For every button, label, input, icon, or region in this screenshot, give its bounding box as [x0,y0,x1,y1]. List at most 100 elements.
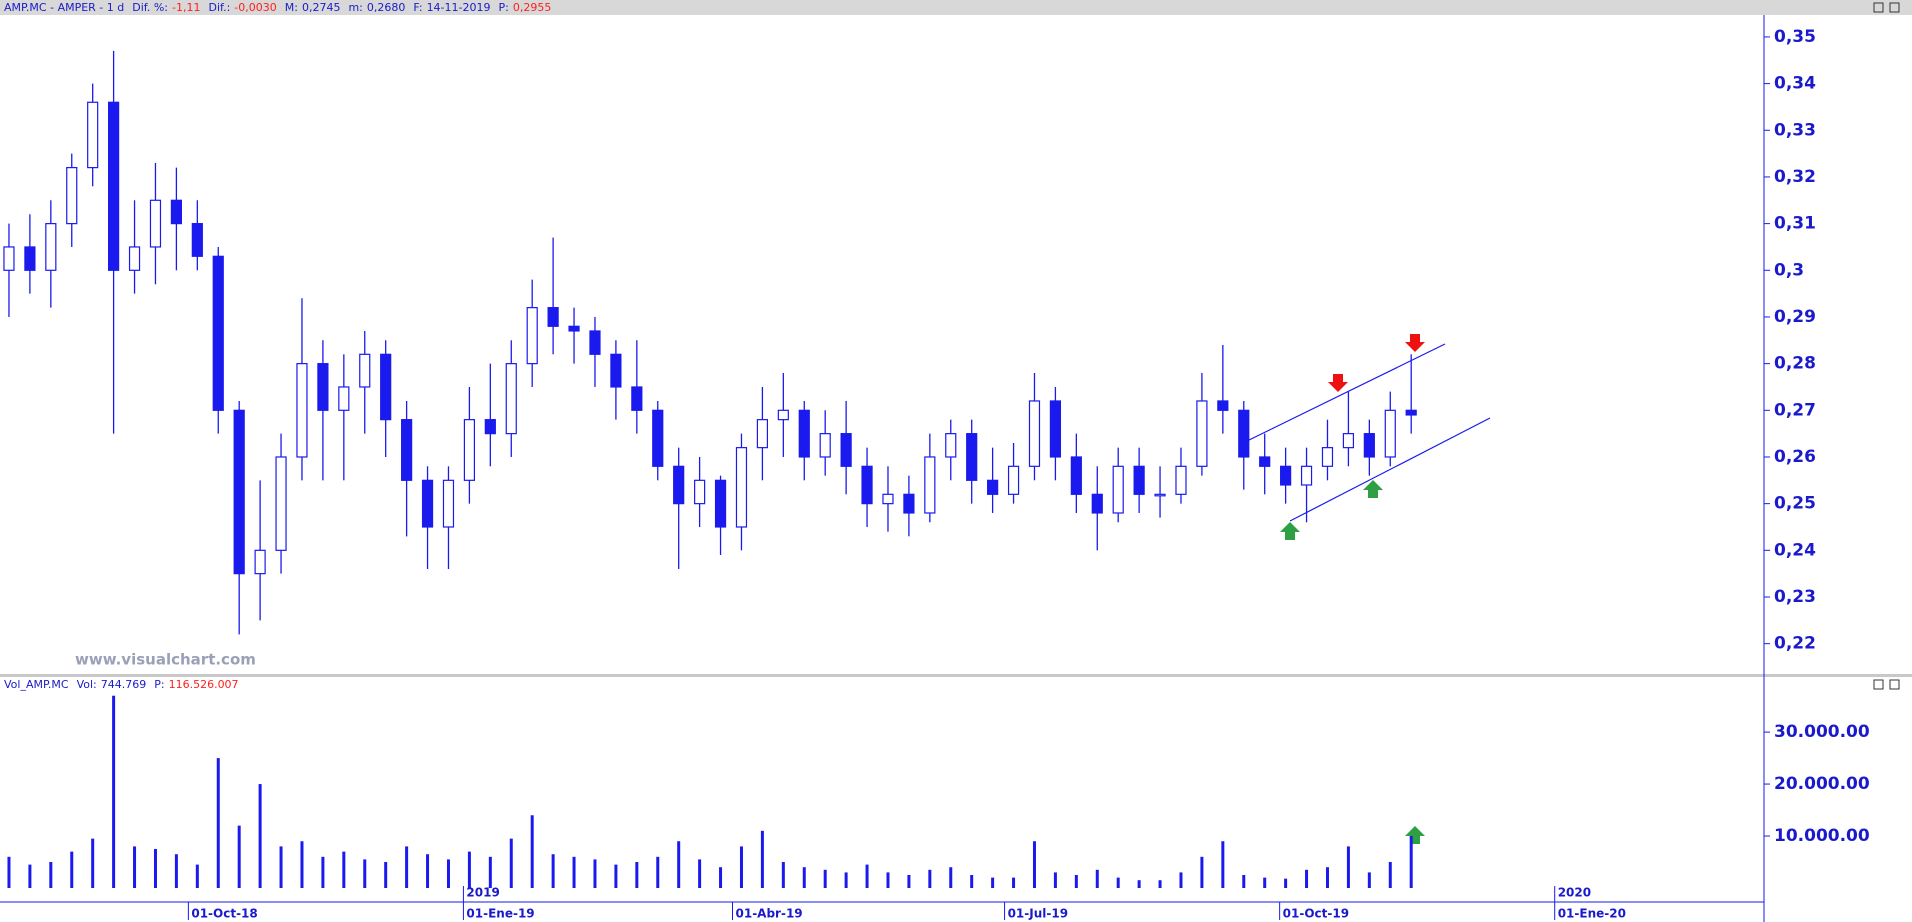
candle-body [66,167,78,225]
candle-body [1154,493,1166,497]
volume-bar [509,838,513,888]
header-value: 116.526.007 [169,678,239,691]
candle-body [1238,409,1250,458]
candle-body [966,433,978,481]
minimize-button[interactable] [1873,679,1884,690]
y-tick-label: 0,34 [1774,74,1816,94]
volume-bar [1346,846,1350,888]
volume-bar [1263,877,1267,888]
y-tick-label: 10.000.00 [1774,826,1870,846]
channel-lower [1289,417,1491,522]
volume-bar [572,856,576,888]
y-tick-label: 20.000.00 [1774,774,1870,794]
x-tick-label: 01-Oct-19 [1283,907,1349,921]
y-tick-label: 0,27 [1774,400,1816,420]
candle-body [840,433,852,467]
candle-body [861,465,873,505]
volume-bar [698,859,702,888]
volume-bar [446,859,450,888]
x-tick-label: 01-Jul-19 [1008,907,1068,921]
candle-body [1363,433,1375,458]
candle-body [1007,465,1020,495]
down-arrow [1328,374,1348,392]
y-tick-label: 0,28 [1774,354,1816,374]
candle-body [924,456,936,514]
header-value: 0,2680 [367,1,406,14]
candle-body [338,386,350,411]
volume-bar [1200,856,1204,888]
window-buttons[interactable] [1873,2,1900,690]
candle-body [1133,465,1145,495]
candle-body [1405,409,1417,416]
candle-body [1070,456,1082,495]
candle-body [1384,409,1396,458]
candle-body [359,353,371,388]
candle-body [275,456,287,551]
watermark: www.visualchart.com [75,651,256,669]
close-button[interactable] [1889,679,1900,690]
candle-body [526,307,538,365]
candle-body [108,101,120,271]
volume-bar [781,862,785,888]
volume-bar [258,784,262,888]
candle-body [505,363,517,435]
header-label: Vol: [77,678,97,691]
volume-bar [907,875,911,888]
volume-bar [677,841,681,888]
volume-bar [467,851,471,888]
volume-bar [991,877,995,888]
channel-upper [1246,343,1446,442]
header-value: 0,2745 [302,1,341,14]
x-tick-label: 01-Abr-19 [736,907,803,921]
candle-body [798,409,810,458]
header-label: M: [285,1,298,14]
volume-bar [635,862,639,888]
volume-bar [1116,877,1120,888]
candle-body [3,246,15,271]
volume-bar [133,846,137,888]
candle-body [212,255,224,411]
close-button[interactable] [1889,2,1900,13]
y-tick-label: 0,23 [1774,587,1816,607]
header-label: m: [348,1,362,14]
y-tick-label: 0,35 [1774,27,1816,47]
candle-body [714,479,727,528]
candle-body [1217,400,1229,411]
volume-bar [153,849,157,888]
volume-bar [1242,875,1246,888]
candle-body [128,246,141,271]
volume-bar [112,695,116,888]
candle-body [1280,465,1292,486]
volume-bar [551,854,555,888]
candle-body [1259,456,1271,467]
volume-bar [300,841,304,888]
volume-bar [91,838,95,888]
candle-body [547,307,559,327]
candle-body [484,419,496,435]
volume-bar [1179,872,1183,888]
year-tick-label: 2019 [466,886,499,900]
candle-body [233,409,245,575]
y-tick-label: 0,33 [1774,120,1816,140]
x-tick-label: 01-Oct-18 [191,907,257,921]
y-tick-label: 0,26 [1774,447,1816,467]
volume-bar [384,862,388,888]
candle-body [1342,433,1355,449]
candle-body [463,419,476,481]
candle-body [170,199,182,225]
volume-bar [844,872,848,888]
volume-bar [1284,878,1288,888]
header-label: P: [499,1,509,14]
volume-bar [593,859,597,888]
minimize-button[interactable] [1873,2,1884,13]
header-label: Dif.: [208,1,230,14]
volume-bar [279,846,283,888]
candle-body [945,433,957,458]
volume-bar [405,846,409,888]
candle-body [1321,447,1334,467]
volume-bar [237,825,241,888]
y-tick-label: 0,22 [1774,634,1816,654]
y-tick-label: 0,31 [1774,214,1816,234]
